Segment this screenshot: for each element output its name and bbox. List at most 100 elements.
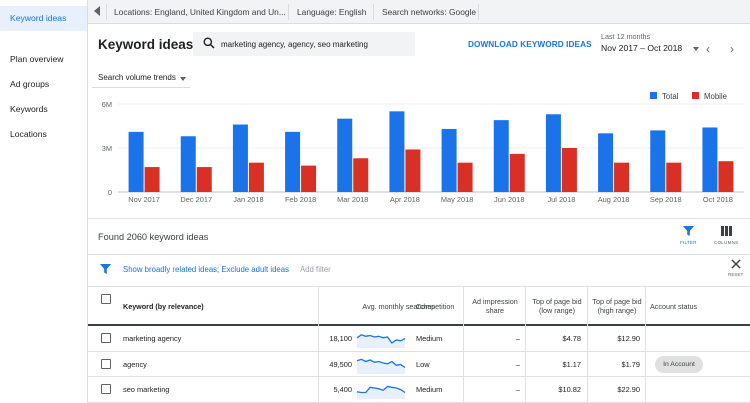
column-header-keyword[interactable]: Keyword (by relevance) xyxy=(123,301,204,311)
sparkline-area xyxy=(357,358,405,374)
sparkline-line xyxy=(356,334,406,344)
x-tick-label: Feb 2018 xyxy=(285,195,316,204)
avg-searches-cell: 5,400 xyxy=(333,385,353,394)
download-keyword-ideas-button[interactable]: DOWNLOAD KEYWORD IDEAS xyxy=(468,40,592,49)
chevron-right-icon[interactable]: › xyxy=(730,42,734,56)
x-tick-label: Oct 2018 xyxy=(703,195,733,204)
locations-setting[interactable]: Locations: England, United Kingdom and U… xyxy=(114,7,286,17)
table-row[interactable]: agency 49,500 Low – $1.17 $1.79 In Account xyxy=(88,352,750,377)
bar-total xyxy=(128,131,144,192)
x-tick-label: May 2018 xyxy=(441,195,473,204)
reset-button[interactable]: RESET xyxy=(728,259,743,277)
period-selector[interactable]: Nov 2017 – Oct 2018 xyxy=(601,43,683,53)
language-setting[interactable]: Language: English xyxy=(297,7,367,17)
bar-mobile xyxy=(248,162,264,192)
x-tick-label: Jun 2018 xyxy=(494,195,524,204)
header: Keyword ideas marketing agency, agency, … xyxy=(88,24,750,64)
chevron-down-icon[interactable] xyxy=(693,47,699,51)
active-filters[interactable]: Show broadly related ideas; Exclude adul… xyxy=(123,265,290,274)
bar-total xyxy=(285,131,301,192)
filter-icon[interactable] xyxy=(100,264,111,274)
y-tick-label: 3M xyxy=(102,144,112,153)
column-header-ad-impression-share[interactable]: Ad impression share xyxy=(472,297,518,315)
bid-high-cell: $12.90 xyxy=(617,334,640,343)
keyword-cell: marketing agency xyxy=(123,334,182,343)
bar-total xyxy=(545,114,561,192)
legend-swatch-mobile xyxy=(692,92,699,99)
targeting-bar: Locations: England, United Kingdom and U… xyxy=(88,0,750,24)
y-tick-label: 6M xyxy=(102,100,112,109)
search-icon xyxy=(203,37,215,49)
table-row[interactable]: seo marketing 5,400 Medium – $10.82 $22.90 xyxy=(88,377,750,403)
period-label: Last 12 months xyxy=(601,32,651,41)
close-icon xyxy=(731,259,741,269)
bid-high-cell: $1.79 xyxy=(621,359,641,369)
table-body: marketing agency 18,100 Medium – $4.78 $12.90… xyxy=(88,326,750,403)
sidebar-item-keywords[interactable]: Keywords xyxy=(10,104,48,114)
filter-bar: Show broadly related ideas; Exclude adul… xyxy=(88,255,750,285)
sparkline-area xyxy=(357,386,405,399)
bar-mobile xyxy=(301,165,317,192)
status-badge: In Account xyxy=(655,355,703,373)
column-header-bid-low[interactable]: Top of page bid (low range) xyxy=(532,297,582,315)
bar-total xyxy=(598,133,614,192)
x-tick-label: Mar 2018 xyxy=(337,195,368,204)
networks-setting[interactable]: Search networks: Google xyxy=(382,7,477,17)
back-arrow-icon[interactable] xyxy=(94,6,100,16)
row-checkbox[interactable] xyxy=(101,333,111,343)
search-input[interactable]: marketing agency, agency, seo marketing xyxy=(193,32,415,56)
keyword-cell: seo marketing xyxy=(123,385,170,394)
row-checkbox[interactable] xyxy=(101,384,111,394)
competition-cell: Medium xyxy=(416,334,443,343)
trend-sparkline xyxy=(356,385,406,399)
legend-label-mobile: Mobile xyxy=(704,92,727,101)
avg-searches-cell: 18,100 xyxy=(329,334,352,343)
filter-button[interactable]: FILTER xyxy=(680,226,697,245)
table-header: Keyword (by relevance) Avg. monthly sear… xyxy=(88,286,750,326)
dropdown-caret-icon[interactable] xyxy=(180,77,186,81)
trend-sparkline xyxy=(356,334,406,348)
keyword-table: Keyword (by relevance) Avg. monthly sear… xyxy=(88,286,750,403)
add-filter-button[interactable]: Add filter xyxy=(300,265,331,274)
sidebar-item-ad-groups[interactable]: Ad groups xyxy=(10,79,50,89)
chevron-left-icon[interactable]: ‹ xyxy=(706,42,710,56)
bid-low-cell: $4.78 xyxy=(562,334,582,343)
x-tick-label: Nov 2017 xyxy=(128,195,160,204)
column-header-avg-monthly-searches[interactable]: Avg. monthly searches xyxy=(362,301,435,311)
bar-mobile xyxy=(666,162,682,192)
x-tick-label: Apr 2018 xyxy=(390,195,420,204)
bar-mobile xyxy=(405,149,421,192)
bar-total xyxy=(493,120,509,192)
table-row[interactable]: marketing agency 18,100 Medium – $4.78 $12.90 xyxy=(88,326,750,352)
bid-low-cell: $10.82 xyxy=(558,385,581,394)
bar-mobile xyxy=(144,167,160,192)
filter-icon xyxy=(682,226,694,236)
select-all-checkbox[interactable] xyxy=(101,294,111,304)
bar-mobile xyxy=(457,162,473,192)
sidebar-item-locations[interactable]: Locations xyxy=(10,129,47,139)
row-checkbox[interactable] xyxy=(101,358,111,369)
bar-total xyxy=(337,118,353,192)
column-header-account-status[interactable]: Account status xyxy=(650,301,698,311)
competition-cell: Low xyxy=(416,359,430,369)
column-header-competition[interactable]: Competition xyxy=(416,301,455,311)
found-count: Found 2060 keyword ideas xyxy=(98,232,209,242)
sparkline-line xyxy=(356,358,406,368)
y-tick-label: 0 xyxy=(108,188,112,197)
search-volume-trends-dropdown[interactable]: Search volume trends xyxy=(98,73,176,82)
filter-label: FILTER xyxy=(680,240,697,245)
page-title: Keyword ideas xyxy=(98,37,194,52)
sparkline-area xyxy=(357,334,405,348)
sidebar-item-plan-overview[interactable]: Plan overview xyxy=(10,54,64,64)
keyword-cell: agency xyxy=(123,359,147,369)
bar-mobile xyxy=(509,153,525,192)
search-volume-chart: 6M 3M 0 Nov 2017 Dec 2017 Jan 2018 Feb 2018 Mar… xyxy=(102,92,744,204)
bar-total xyxy=(650,130,666,192)
columns-button[interactable]: COLUMNS xyxy=(714,226,738,245)
impression-share-cell: – xyxy=(515,334,520,343)
sidebar-item-keyword-ideas[interactable]: Keyword ideas xyxy=(0,6,87,31)
column-header-bid-high[interactable]: Top of page bid (high range) xyxy=(592,297,642,315)
avg-searches-cell: 49,500 xyxy=(329,359,352,369)
bar-mobile xyxy=(196,167,212,192)
columns-label: COLUMNS xyxy=(714,240,739,245)
